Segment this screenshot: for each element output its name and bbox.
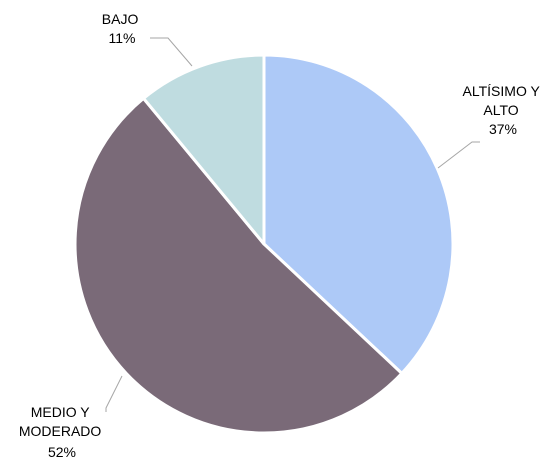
slice-label-medio-moderado: MEDIO Y MODERADO 52%: [19, 404, 105, 460]
pie-slices: [73, 53, 455, 435]
leader-lines: [105, 37, 480, 412]
slice-bajo: [142, 53, 266, 246]
leader-line-bajo: [150, 37, 193, 67]
leader-line-medio-moderado: [105, 375, 123, 412]
slice-label-altisimo-alto: ALTÍSIMO Y ALTO 37%: [463, 83, 544, 137]
slice-medio-moderado: [73, 96, 404, 435]
leader-line-altisimo-alto: [437, 141, 480, 169]
slice-altisimo-alto: [262, 53, 455, 375]
slice-label-bajo: BAJO 11%: [102, 11, 142, 46]
